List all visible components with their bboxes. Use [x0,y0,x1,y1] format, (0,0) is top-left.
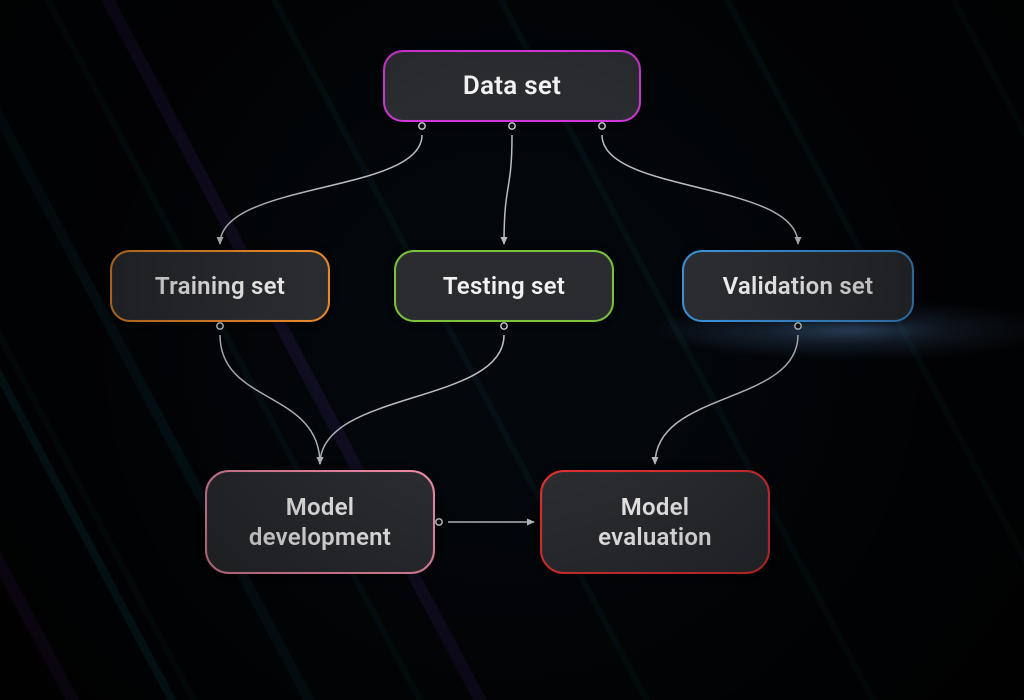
node-testing-set: Testing set [394,250,614,322]
node-validation-set: Validation set [682,250,914,322]
node-validation-set-label: Validation set [723,271,874,301]
node-model-evaluation-label: Model evaluation [573,492,738,552]
node-dataset-label: Data set [463,70,561,103]
node-model-development: Model development [205,470,435,574]
node-testing-set-label: Testing set [443,271,565,301]
node-model-evaluation: Model evaluation [540,470,770,574]
node-training-set-label: Training set [155,271,285,301]
node-model-development-label: Model development [238,492,403,552]
node-dataset: Data set [383,50,641,122]
node-training-set: Training set [110,250,330,322]
diagram-canvas: Data set Training set Testing set Valida… [0,0,1024,700]
